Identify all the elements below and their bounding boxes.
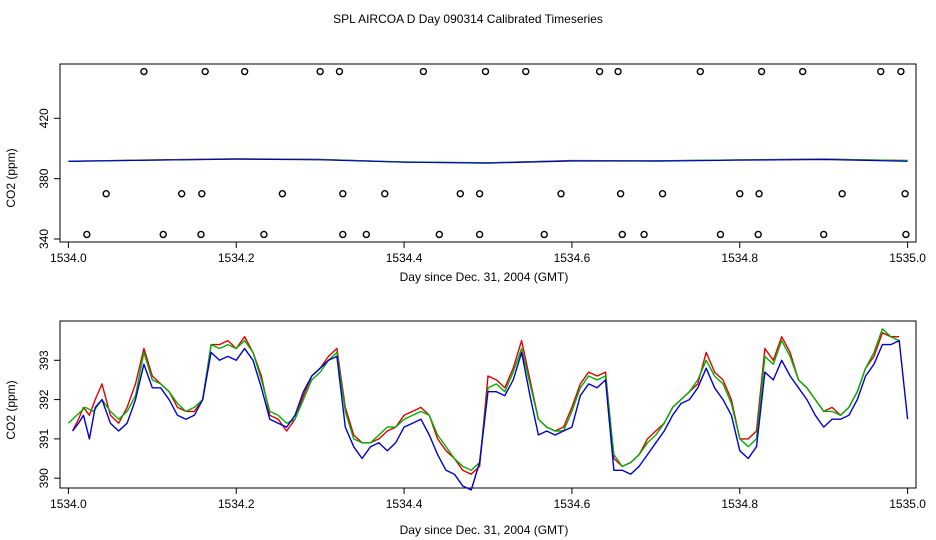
scatter-point-low — [618, 230, 626, 239]
scatter-point-mid — [278, 190, 287, 198]
bottom-x-axis-label: Day since Dec. 31, 2004 (GMT) — [400, 523, 569, 537]
scatter-point-mid — [616, 190, 625, 198]
scatter-point-low — [819, 230, 828, 239]
scatter-point-high — [897, 67, 905, 76]
x-tick-label: 1534.8 — [721, 497, 758, 511]
top-y-axis: 340 380 420 — [37, 108, 60, 249]
scatter-point-high — [201, 67, 209, 76]
scatter-point-mid — [838, 190, 846, 198]
x-tick-label: 1534.4 — [386, 497, 423, 511]
x-tick-label: 1535.0 — [889, 497, 926, 511]
scatter-point-high — [419, 67, 428, 76]
scatter-point-mid — [456, 190, 465, 198]
scatter-point-mid — [736, 190, 744, 198]
scatter-point-high — [522, 67, 530, 76]
scatter-point-low — [902, 230, 910, 239]
scatter-point-low — [540, 230, 548, 239]
x-tick-label: 1534.0 — [50, 497, 87, 511]
y-tick-label: 340 — [37, 229, 51, 249]
scatter-point-mid — [557, 190, 565, 198]
y-tick-label: 390 — [37, 468, 51, 488]
top-scatter-points — [83, 67, 910, 239]
scatter-point-mid — [901, 190, 909, 198]
scatter-point-low — [83, 230, 91, 239]
x-tick-label: 1534.0 — [50, 251, 87, 265]
scatter-point-high — [240, 67, 249, 76]
top-y-axis-label: CO2 (ppm) — [4, 148, 18, 207]
scatter-point-mid — [658, 190, 667, 198]
x-tick-label: 1534.2 — [218, 251, 255, 265]
scatter-point-mid — [339, 190, 347, 198]
scatter-point-low — [754, 230, 762, 239]
x-tick-label: 1534.6 — [554, 251, 591, 265]
scatter-point-low — [435, 230, 444, 239]
top-plot-frame — [59, 63, 917, 243]
scatter-point-mid — [755, 190, 763, 198]
top-mean-lines — [68, 158, 908, 164]
scatter-point-low — [260, 230, 268, 239]
scatter-point-low — [640, 230, 648, 239]
x-tick-label: 1534.8 — [721, 251, 758, 265]
y-tick-label: 391 — [37, 429, 51, 449]
scatter-point-high — [335, 67, 344, 76]
x-tick-label: 1534.2 — [218, 497, 255, 511]
chart-title: SPL AIRCOA D Day 090314 Calibrated Times… — [333, 12, 603, 26]
scatter-point-mid — [198, 190, 206, 198]
scatter-point-mid — [381, 190, 389, 198]
scatter-point-mid — [177, 190, 186, 198]
bottom-panel: 1534.0 1534.2 1534.4 1534.6 1534.8 1535.0 390… — [4, 320, 926, 537]
scatter-point-high — [877, 67, 885, 76]
scatter-point-high — [316, 67, 324, 76]
bottom-plot-frame — [59, 320, 917, 489]
series-line-blue — [68, 158, 908, 164]
y-tick-label: 393 — [37, 350, 51, 370]
scatter-point-low — [159, 230, 167, 239]
scatter-point-low — [475, 230, 484, 239]
scatter-point-low — [339, 230, 347, 239]
scatter-point-high — [696, 67, 705, 76]
bottom-timeseries-lines — [67, 328, 909, 491]
top-x-axis: 1534.0 1534.2 1534.4 1534.6 1534.8 1535.0 — [50, 242, 926, 265]
scatter-point-mid — [102, 190, 110, 198]
top-x-axis-label: Day since Dec. 31, 2004 (GMT) — [400, 270, 569, 284]
bottom-y-axis-label: CO2 (ppm) — [4, 380, 18, 439]
y-tick-label: 392 — [37, 389, 51, 409]
bottom-x-axis: 1534.0 1534.2 1534.4 1534.6 1534.8 1535.0 — [50, 488, 926, 511]
scatter-point-low — [197, 230, 205, 239]
scatter-point-high — [799, 67, 807, 76]
x-tick-label: 1534.6 — [554, 497, 591, 511]
scatter-point-high — [757, 67, 766, 76]
scatter-point-low — [716, 230, 725, 239]
x-tick-label: 1535.0 — [889, 251, 926, 265]
series-line-green — [67, 328, 900, 471]
series-line-blue — [72, 339, 909, 491]
scatter-point-high — [614, 67, 622, 76]
y-tick-label: 380 — [37, 168, 51, 188]
top-panel: 1534.0 1534.2 1534.4 1534.6 1534.8 1535.0 340… — [4, 63, 926, 284]
scatter-point-high — [140, 67, 148, 76]
scatter-point-high — [595, 67, 604, 76]
y-tick-label: 420 — [37, 108, 51, 128]
x-tick-label: 1534.4 — [386, 251, 423, 265]
bottom-y-axis: 390 391 392 393 — [37, 350, 60, 488]
scatter-point-high — [481, 67, 490, 76]
scatter-point-low — [362, 230, 371, 239]
scatter-point-mid — [475, 190, 484, 198]
